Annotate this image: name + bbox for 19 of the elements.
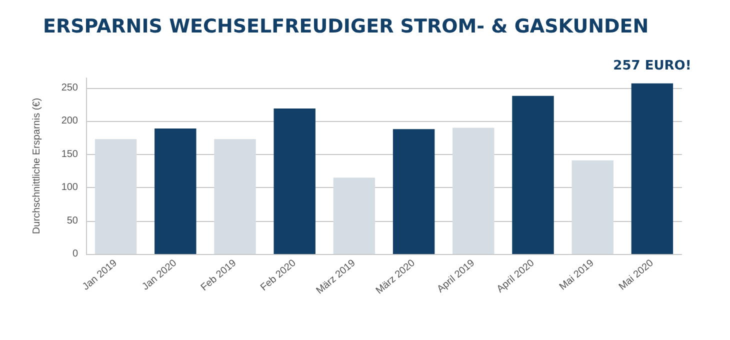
y-tick-label: 150 [61,148,78,160]
bar [154,128,196,254]
y-tick-label: 200 [61,116,78,127]
y-axis-title: Durchschnittliche Ersparnis (€) [32,98,42,234]
bar [214,139,256,254]
y-tick-label: 0 [72,248,78,260]
bar [452,128,494,254]
bar [94,139,137,254]
annotation: 257 EURO! [613,58,692,74]
chart-title: ERSPARNIS WECHSELFREUDIGER STROM- & GASKUNDEN [43,16,649,38]
y-tick-label: 250 [61,82,78,94]
bar [274,108,316,254]
bar [631,83,674,254]
bar [392,129,435,254]
bar [572,160,614,254]
y-tick-label: 100 [61,182,78,194]
bar [512,96,554,254]
y-tick-label: 50 [66,215,78,226]
bar [333,178,376,254]
